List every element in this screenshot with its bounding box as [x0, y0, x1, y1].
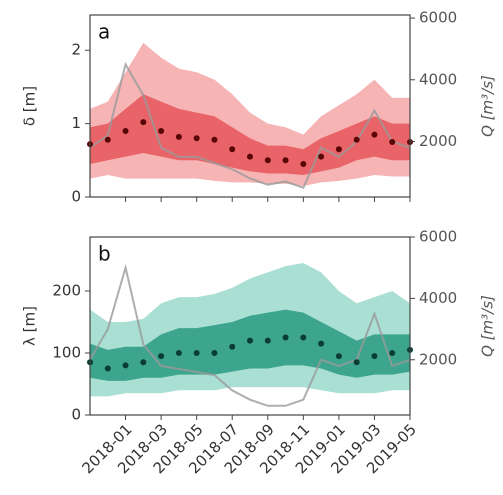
- y2-tick-label: 6000: [419, 228, 457, 246]
- mean-dot: [264, 337, 271, 344]
- mean-dot: [389, 349, 396, 356]
- y2-tick-label: 4000: [419, 70, 457, 88]
- panel-label: b: [98, 242, 111, 266]
- mean-dot: [140, 359, 147, 366]
- mean-dot: [247, 153, 253, 160]
- plot-frame: [89, 14, 411, 198]
- y-tick-label: 1: [71, 114, 81, 132]
- y2-tick-label: 2000: [419, 350, 457, 368]
- mean-dot: [193, 135, 200, 142]
- mean-dot: [318, 153, 325, 160]
- mean-dot: [175, 133, 182, 140]
- y2-tick-label: 4000: [419, 289, 457, 307]
- plot-frame: [89, 236, 411, 416]
- band: [90, 94, 410, 175]
- mean-dot: [122, 127, 129, 134]
- y2-tick-label: 6000: [419, 9, 457, 27]
- mean-dot: [140, 119, 147, 126]
- mean-dot: [389, 138, 396, 145]
- mean-dot: [264, 157, 271, 164]
- mean-dot: [229, 146, 236, 153]
- y-tick-label: 2: [71, 41, 81, 59]
- y-tick-label: 100: [52, 343, 81, 361]
- mean-dot: [247, 337, 253, 344]
- y2-axis-label: Q [m³/s]: [479, 75, 497, 137]
- y-tick-label: 0: [71, 188, 81, 206]
- mean-dot: [300, 160, 307, 167]
- mean-dot: [158, 127, 165, 134]
- mean-dot: [211, 136, 218, 143]
- mean-dot: [353, 136, 360, 143]
- y2-axis-label: Q [m³/s]: [479, 295, 497, 357]
- mean-dot: [335, 146, 342, 153]
- mean-dot: [353, 359, 360, 366]
- y-tick-label: 200: [52, 281, 81, 299]
- y-tick-label: 0: [71, 406, 81, 424]
- mean-dot: [158, 353, 165, 360]
- mean-dot: [104, 136, 111, 143]
- y2-tick-label: 2000: [419, 132, 457, 150]
- mean-dot: [104, 365, 111, 372]
- mean-dot: [229, 343, 236, 350]
- mean-dot: [282, 334, 289, 341]
- mean-dot: [193, 349, 200, 356]
- mean-dot: [122, 362, 129, 369]
- mean-dot: [371, 131, 378, 138]
- panel-label: a: [98, 20, 110, 44]
- mean-dot: [371, 353, 378, 360]
- mean-dot: [211, 349, 218, 356]
- mean-dot: [175, 349, 182, 356]
- mean-dot: [282, 157, 289, 164]
- mean-dot: [300, 334, 307, 341]
- mean-dot: [335, 353, 342, 360]
- y-axis-label: δ [m]: [21, 86, 39, 126]
- y-axis-label: λ [m]: [21, 306, 39, 346]
- mean-dot: [318, 340, 325, 347]
